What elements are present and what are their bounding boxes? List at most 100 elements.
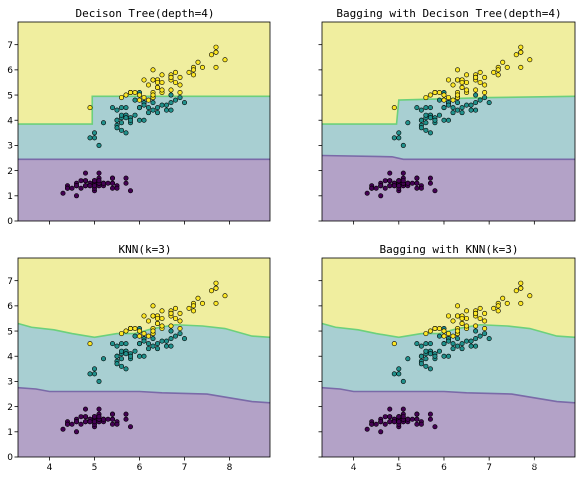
point-class1 [473,328,479,334]
point-class1 [468,338,474,344]
point-class0 [83,419,89,425]
point-class0 [123,411,129,417]
point-class2 [168,323,174,329]
point-class1 [459,341,465,347]
point-class2 [213,300,219,306]
point-class1 [137,341,143,347]
point-class2 [150,303,156,309]
point-class0 [65,185,71,191]
point-class1 [468,107,474,113]
point-class0 [378,419,384,425]
point-class0 [110,180,116,186]
point-class0 [400,406,406,412]
point-class0 [123,180,129,186]
point-class0 [427,180,433,186]
point-class2 [128,90,134,96]
point-class1 [119,348,125,354]
point-class1 [173,97,179,103]
point-class1 [455,336,461,342]
point-class0 [83,178,89,184]
point-class1 [128,117,134,123]
point-class1 [396,130,402,136]
point-class2 [119,95,125,101]
point-class0 [400,170,406,176]
point-class2 [473,74,479,80]
point-class2 [482,326,488,332]
point-class1 [450,105,456,111]
point-class2 [141,331,147,337]
x-tick-label: 4 [47,463,53,473]
point-class2 [518,300,524,306]
point-class0 [74,419,80,425]
y-tick-label: 2 [7,403,13,413]
point-class2 [213,280,219,286]
y-tick-label: 6 [7,302,13,312]
point-class2 [459,79,465,85]
point-class0 [400,414,406,420]
point-class1 [141,338,147,344]
point-class0 [382,178,388,184]
point-class1 [459,110,465,116]
point-class2 [482,310,488,316]
point-class2 [477,305,483,311]
point-class1 [101,120,107,126]
point-class0 [83,183,89,189]
point-class1 [418,125,424,131]
point-class2 [195,59,201,65]
point-class1 [445,117,451,123]
point-class2 [504,300,510,306]
point-class1 [396,366,402,372]
point-class1 [159,338,165,344]
point-class2 [464,87,470,93]
point-class1 [427,351,433,357]
y-tick-label: 7 [7,41,13,51]
point-class2 [200,64,206,70]
point-class1 [418,361,424,367]
point-class0 [83,170,89,176]
point-class2 [495,303,501,309]
region-class1 [322,96,575,160]
point-class2 [482,318,488,324]
point-class1 [391,135,397,141]
axes-frame [321,257,576,458]
point-class2 [186,69,192,75]
point-class0 [123,175,129,181]
point-class1 [182,100,188,106]
point-class1 [482,331,488,337]
point-class2 [441,97,447,103]
point-class2 [123,92,129,98]
point-class0 [378,183,384,189]
point-class2 [473,310,479,316]
point-class2 [518,49,524,55]
point-class0 [105,416,111,422]
point-class2 [427,328,433,334]
x-tick-label: 5 [396,463,402,473]
point-class2 [159,323,165,329]
point-class1 [168,328,174,334]
point-class0 [110,175,116,181]
point-class1 [391,371,397,377]
point-class2 [464,72,470,78]
point-class2 [132,90,138,96]
region-class2 [322,22,575,125]
point-class1 [450,346,456,352]
point-class1 [137,117,143,123]
point-class2 [146,318,152,324]
point-class0 [96,414,102,420]
decision-boundary-high [321,322,576,339]
point-class2 [213,44,219,50]
point-class2 [441,328,447,334]
point-class2 [177,90,183,96]
point-class1 [168,100,174,106]
point-class1 [455,107,461,113]
point-class1 [445,338,451,344]
point-class0 [400,178,406,184]
point-class0 [369,421,375,427]
point-class1 [92,130,98,136]
point-class0 [114,421,120,427]
y-tick-label: 6 [7,66,13,76]
point-class2 [137,97,143,103]
region-class1 [18,323,270,403]
y-tick-label: 4 [7,352,13,362]
point-class1 [164,338,170,344]
